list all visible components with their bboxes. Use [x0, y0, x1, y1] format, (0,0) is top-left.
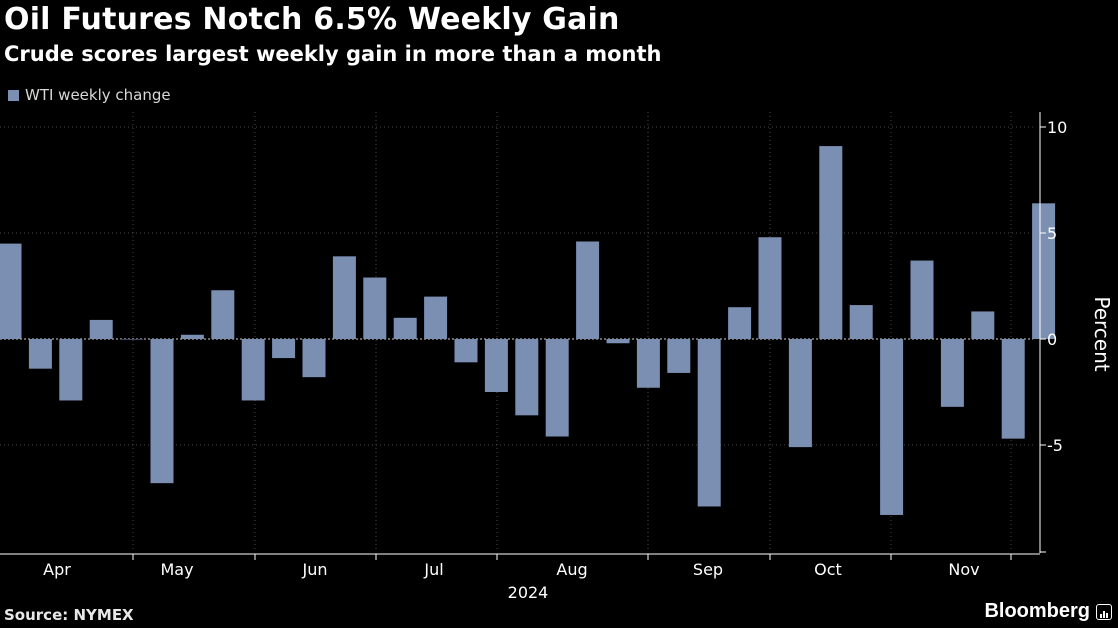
y-tick-label-2: 0	[1047, 330, 1057, 349]
bar-11	[332, 256, 356, 339]
bar-4	[120, 339, 144, 340]
bar-22	[667, 339, 691, 373]
x-tick-label-jun: Jun	[302, 560, 328, 579]
bar-28	[849, 305, 873, 339]
x-tick-label-nov: Nov	[948, 560, 979, 579]
bar-17	[515, 339, 539, 416]
x-tick-label-apr: Apr	[43, 560, 71, 579]
legend-swatch	[8, 89, 19, 101]
y-tick-label-3: -5	[1047, 436, 1063, 455]
bar-chart-icon	[1096, 603, 1112, 620]
bar-6	[180, 334, 204, 339]
chart-title: Oil Futures Notch 6.5% Weekly Gain	[4, 2, 620, 37]
brand-name: Bloomberg	[984, 600, 1090, 622]
y-tick-label-1: 5	[1047, 224, 1057, 243]
bar-15	[454, 339, 478, 363]
bar-23	[697, 339, 721, 507]
source-note: Source: NYMEX	[4, 606, 134, 624]
bar-20	[606, 339, 630, 344]
bar-7	[211, 290, 235, 339]
bar-24	[728, 307, 752, 339]
bar-30	[910, 260, 934, 339]
bar-32	[971, 311, 995, 339]
x-year-label: 2024	[508, 583, 549, 602]
bar-2	[59, 339, 83, 401]
x-tick-label-jul: Jul	[423, 560, 443, 579]
bar-1	[28, 339, 52, 369]
legend-label: WTI weekly change	[25, 86, 171, 104]
bar-27	[819, 146, 843, 339]
bar-34	[1032, 203, 1056, 339]
bar-3	[89, 319, 113, 339]
bar-5	[150, 339, 174, 484]
legend: WTI weekly change	[8, 86, 171, 104]
y-axis-title: Percent	[1090, 296, 1114, 371]
chart-subtitle: Crude scores largest weekly gain in more…	[4, 42, 662, 66]
x-tick-label-sep: Sep	[693, 560, 723, 579]
x-tick-label-may: May	[160, 560, 193, 579]
y-tick-label-0: 10	[1047, 118, 1067, 137]
bar-12	[363, 277, 387, 339]
bar-0	[0, 243, 22, 339]
bar-25	[758, 237, 782, 339]
x-tick-label-aug: Aug	[556, 560, 587, 579]
bar-13	[393, 317, 417, 339]
bar-18	[545, 339, 569, 437]
bar-29	[880, 339, 904, 515]
bar-8	[241, 339, 265, 401]
brand-logo: Bloomberg	[984, 600, 1112, 623]
bar-10	[302, 339, 326, 378]
x-tick-label-oct: Oct	[814, 560, 842, 579]
bar-19	[576, 241, 600, 339]
bar-26	[788, 339, 812, 448]
bar-16	[484, 339, 508, 392]
bar-33	[1001, 339, 1025, 439]
bar-14	[424, 296, 448, 339]
bar-31	[940, 339, 964, 407]
bar-9	[272, 339, 296, 359]
bar-21	[636, 339, 660, 388]
